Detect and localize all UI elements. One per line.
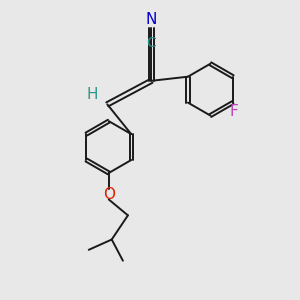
Text: H: H [87, 87, 98, 102]
Text: F: F [230, 104, 239, 119]
Text: C: C [147, 36, 156, 50]
Text: N: N [146, 12, 157, 27]
Text: O: O [103, 187, 115, 202]
